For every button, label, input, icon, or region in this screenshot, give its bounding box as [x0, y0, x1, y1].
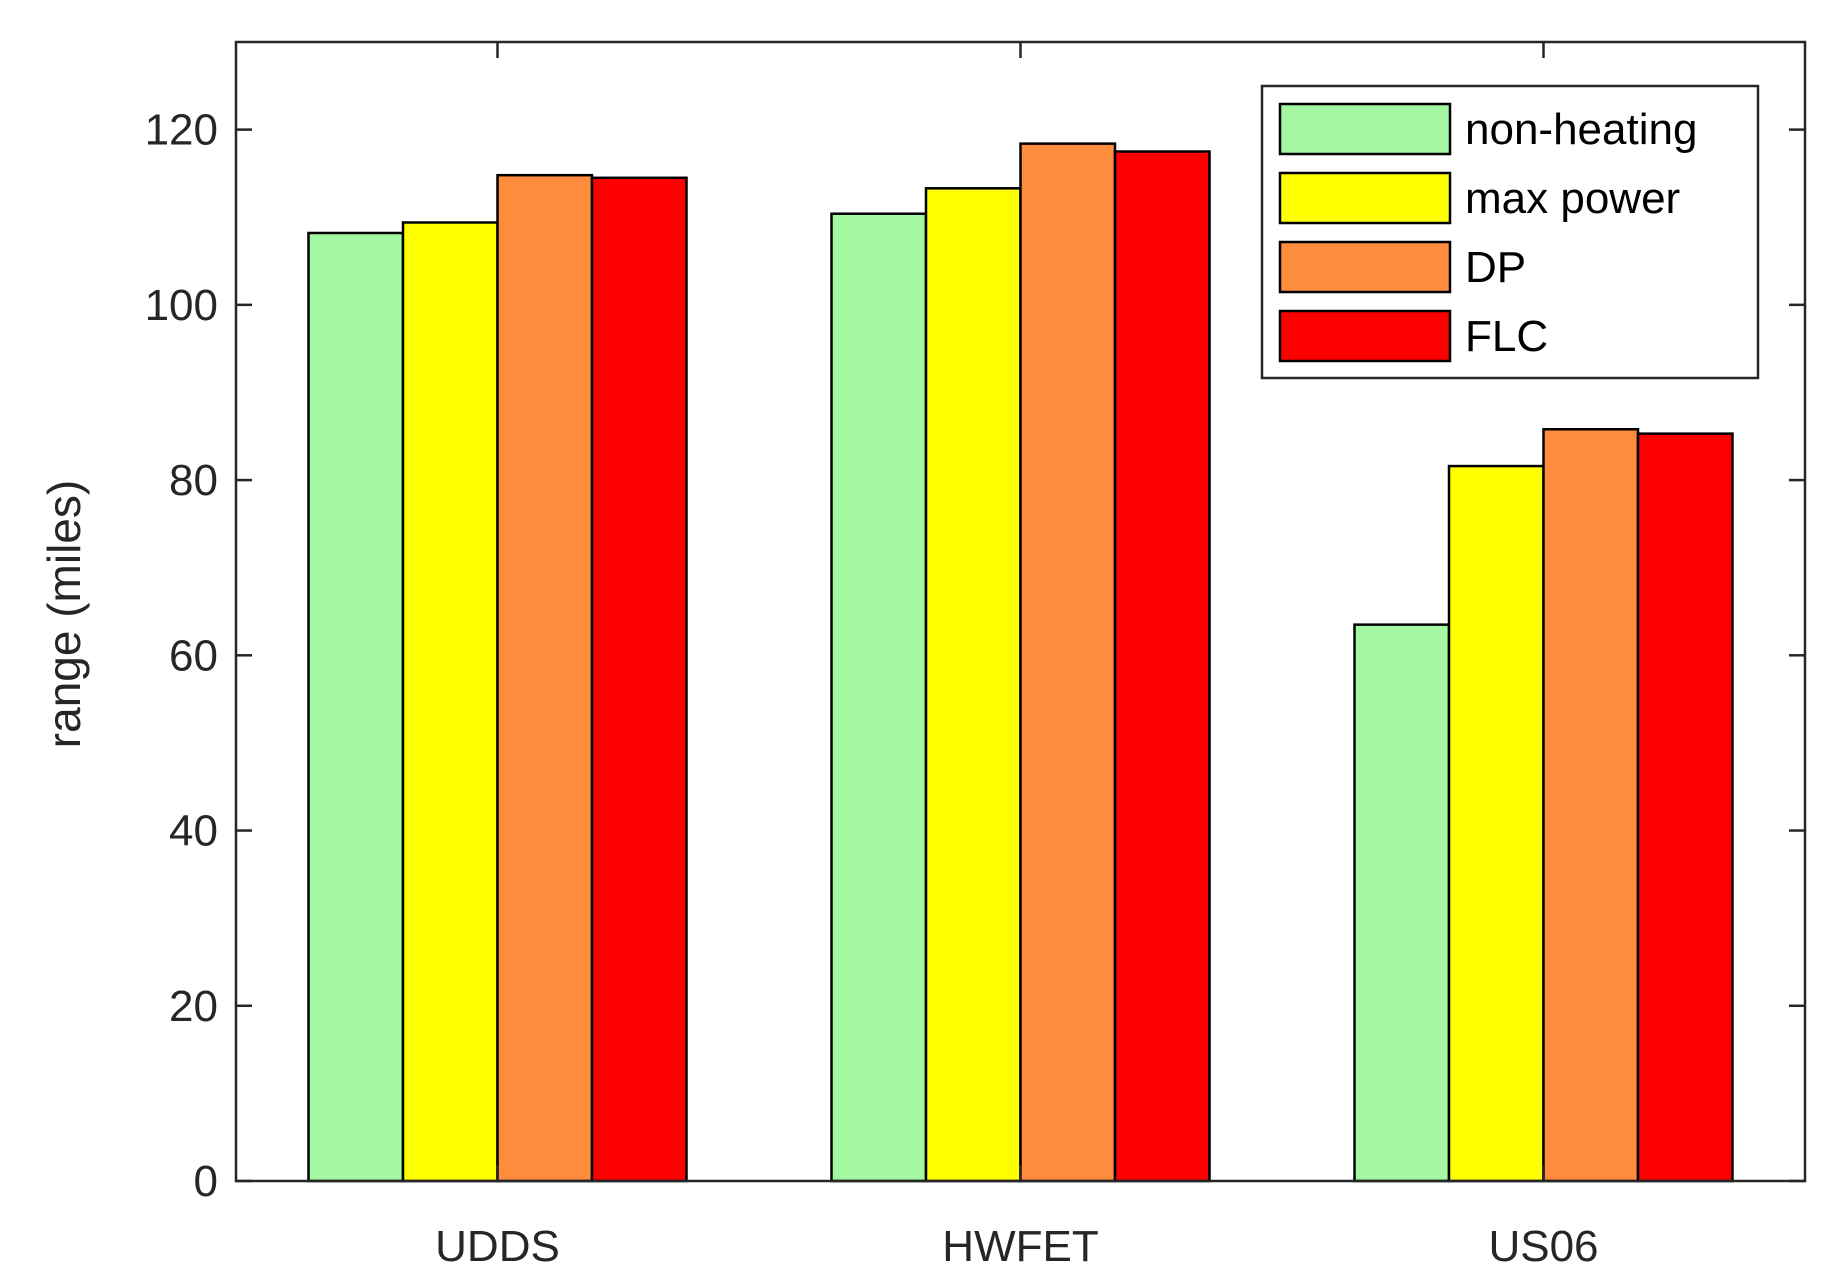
y-tick-label: 60: [169, 631, 218, 680]
y-axis-title: range (miles): [38, 480, 90, 748]
y-tick-label: 40: [169, 807, 218, 856]
x-tick-label: US06: [1488, 1222, 1598, 1271]
legend-swatch-max-power: [1278, 171, 1452, 225]
bar-us06-flc: [1636, 432, 1734, 1183]
bar-us06-max-power: [1447, 464, 1545, 1183]
y-tick-label: 20: [169, 982, 218, 1031]
legend-label: max power: [1465, 174, 1680, 223]
bar-us06-non-heating: [1353, 623, 1451, 1183]
bar-hwfet-dp: [1019, 142, 1117, 1183]
bar-hwfet-max-power: [924, 187, 1022, 1183]
legend-label: DP: [1465, 243, 1526, 292]
bar-hwfet-non-heating: [830, 212, 928, 1183]
x-tick-label: HWFET: [942, 1222, 1098, 1271]
bars-group: [307, 142, 1734, 1183]
bar-udds-max-power: [401, 221, 499, 1183]
legend-swatch-flc: [1278, 309, 1452, 363]
legend-swatch-dp: [1278, 240, 1452, 294]
y-tick-label: 80: [169, 456, 218, 505]
axes-group: 0 20 40 60 80 100 120 UDDS HWFET US06: [145, 40, 1807, 1271]
bar-udds-flc: [590, 176, 688, 1183]
y-tick-label: 100: [145, 281, 218, 330]
bar-hwfet-flc: [1113, 150, 1211, 1183]
bar-udds-dp: [496, 173, 594, 1183]
y-tick-label: 0: [194, 1157, 218, 1206]
x-tick-label: UDDS: [435, 1222, 560, 1271]
bar-us06-dp: [1542, 428, 1640, 1183]
legend: non-heating max power DP FLC: [1260, 84, 1760, 380]
y-tick-label: 120: [145, 106, 218, 155]
legend-label: non-heating: [1465, 105, 1697, 154]
legend-label: FLC: [1465, 312, 1548, 361]
bar-udds-non-heating: [307, 231, 405, 1183]
legend-swatch-non-heating: [1278, 102, 1452, 156]
